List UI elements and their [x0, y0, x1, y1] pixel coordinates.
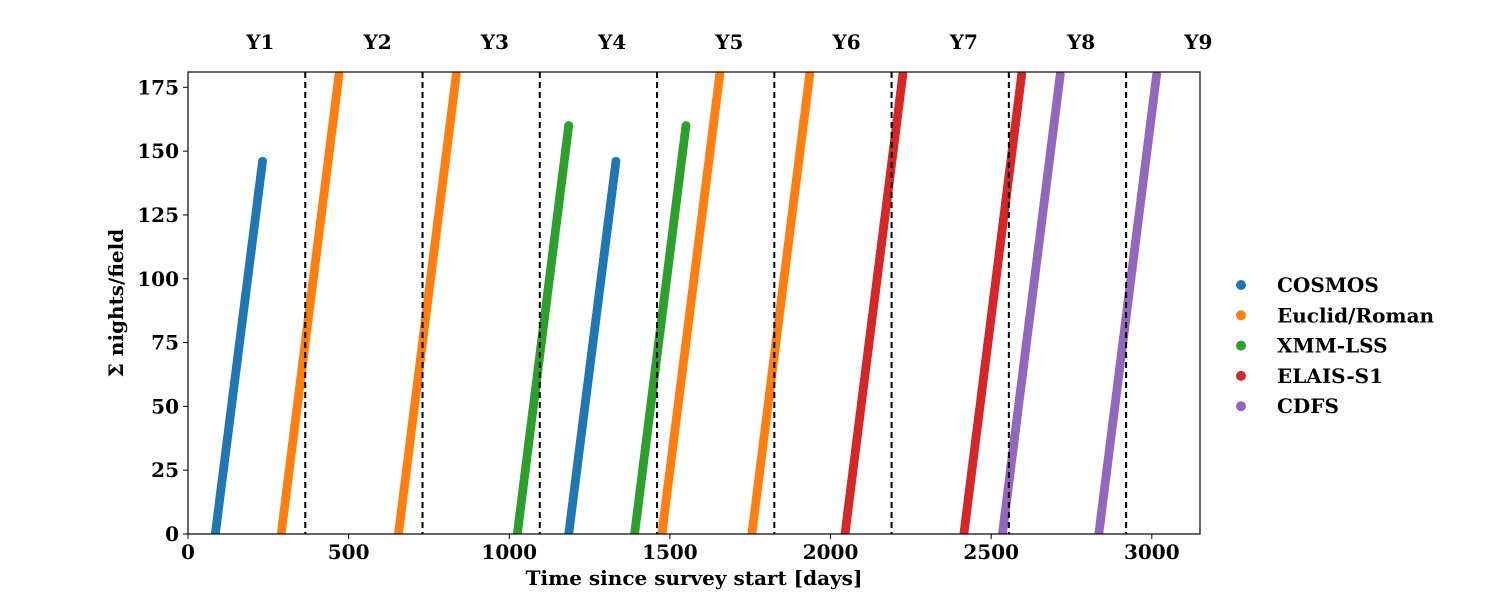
year-label: Y2	[362, 30, 391, 54]
series-elais-s1	[840, 72, 1027, 534]
series-cdfs	[997, 72, 1162, 534]
plot-points	[210, 72, 1162, 534]
year-label: Y1	[245, 30, 274, 54]
year-label: Y8	[1066, 30, 1095, 54]
legend-label: ELAIS-S1	[1277, 364, 1383, 388]
data-point	[715, 72, 725, 80]
x-tick-label: 1500	[642, 540, 698, 564]
legend-marker	[1236, 310, 1246, 321]
legend: COSMOS Euclid/Roman XMM-LSS ELAIS-S1 CDFS	[1236, 273, 1435, 418]
y-tick-label: 75	[151, 331, 179, 355]
data-point	[334, 72, 344, 80]
legend-marker	[1236, 280, 1246, 290]
data-point	[1152, 72, 1162, 80]
legend-marker	[1236, 401, 1246, 412]
data-point	[898, 72, 908, 80]
legend-label: Euclid/Roman	[1277, 303, 1435, 327]
year-label: Y9	[1183, 30, 1212, 54]
x-tick-label: 2000	[803, 540, 859, 564]
legend-marker	[1236, 340, 1246, 351]
year-label: Y3	[480, 30, 509, 54]
x-tick-label: 500	[328, 540, 370, 564]
data-point	[681, 121, 691, 131]
year-label: Y7	[949, 30, 978, 54]
data-point	[805, 72, 815, 80]
year-boundary-lines	[304, 72, 1128, 534]
legend-label: COSMOS	[1277, 273, 1379, 297]
plot-frame	[187, 71, 1201, 535]
series-cosmos	[210, 156, 621, 534]
legend-marker	[1236, 370, 1246, 381]
series-euclid-roman	[276, 72, 815, 534]
y-axis: 0 25 50 75 100 125 150 175	[137, 75, 188, 546]
data-point	[451, 72, 461, 80]
y-tick-label: 25	[151, 458, 179, 482]
data-point	[1017, 72, 1027, 80]
x-axis-label: Time since survey start [days]	[526, 566, 863, 590]
x-tick-label: 3000	[1124, 540, 1180, 564]
x-axis: 0 500 1000 1500 2000 2500 3000	[181, 534, 1180, 564]
year-label: Y6	[832, 30, 861, 54]
y-tick-label: 100	[137, 267, 179, 291]
legend-label: CDFS	[1277, 394, 1339, 418]
y-tick-label: 175	[137, 75, 179, 99]
data-point	[1055, 72, 1065, 80]
x-tick-label: 2500	[963, 540, 1019, 564]
year-label: Y4	[597, 30, 626, 54]
data-point	[611, 156, 621, 166]
data-point	[258, 156, 268, 166]
y-tick-label: 0	[165, 522, 179, 546]
x-tick-label: 0	[181, 540, 195, 564]
year-labels: Y1 Y2 Y3 Y4 Y5 Y6 Y7 Y8 Y9	[245, 30, 1212, 54]
x-tick-label: 1000	[481, 540, 537, 564]
year-label: Y5	[714, 30, 743, 54]
y-tick-label: 125	[137, 203, 179, 227]
data-point	[564, 121, 574, 131]
legend-label: XMM-LSS	[1277, 334, 1388, 358]
y-axis-label: Σ nights/field	[104, 229, 128, 377]
y-tick-label: 150	[137, 139, 179, 163]
y-tick-label: 50	[151, 394, 179, 418]
